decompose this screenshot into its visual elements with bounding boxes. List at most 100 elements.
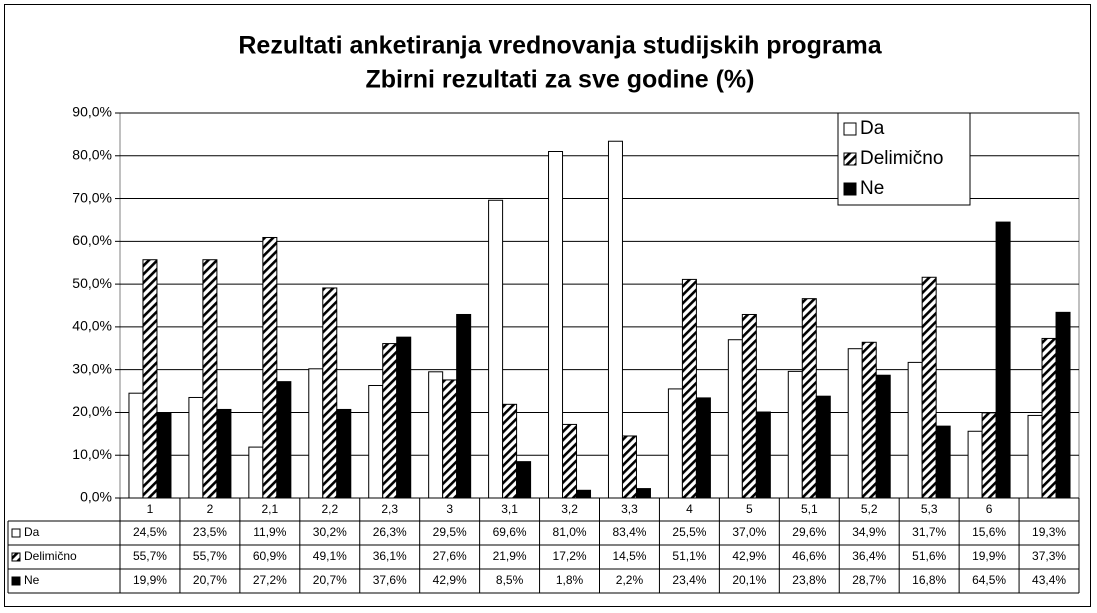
bar: [502, 403, 518, 499]
data-table-value: 51,6%: [912, 549, 946, 563]
data-table-value: 37,6%: [373, 573, 407, 587]
x-tick-label: 3,2: [561, 502, 578, 516]
bar: [787, 370, 803, 499]
data-table-value: 64,5%: [972, 573, 1006, 587]
bar: [755, 411, 771, 499]
bar: [276, 381, 292, 499]
table-row-label: Da: [24, 525, 40, 539]
data-table-value: 16,8%: [912, 573, 946, 587]
bar: [128, 392, 144, 499]
bar: [262, 236, 278, 499]
data-table-value: 55,7%: [193, 549, 227, 563]
data-table-value: 19,3%: [1032, 525, 1066, 539]
bar: [695, 397, 711, 499]
bar: [681, 278, 697, 499]
data-table-value: 20,7%: [193, 573, 227, 587]
data-table-value: 28,7%: [852, 573, 886, 587]
bar: [1055, 311, 1071, 499]
legend-key: [843, 182, 857, 196]
data-table-value: 14,5%: [612, 549, 646, 563]
y-tick-label: 90,0%: [72, 104, 112, 120]
y-tick-label: 60,0%: [72, 232, 112, 248]
legend-label: Delimično: [860, 148, 943, 169]
bar: [815, 395, 831, 499]
x-tick-label: 3: [446, 502, 453, 516]
data-table-value: 23,4%: [672, 573, 706, 587]
data-table-value: 11,9%: [253, 525, 286, 539]
x-tick-label: 2: [207, 502, 214, 516]
bar: [847, 348, 863, 499]
bar: [368, 384, 384, 499]
data-table-value: 42,9%: [433, 573, 467, 587]
bar: [635, 488, 651, 499]
data-table-value: 55,7%: [133, 549, 167, 563]
data-table-value: 17,2%: [553, 549, 587, 563]
bar: [142, 259, 158, 499]
data-table-value: 27,6%: [433, 549, 467, 563]
data-table-value: 2,2%: [616, 573, 644, 587]
data-table-value: 26,3%: [373, 525, 407, 539]
y-tick-label: 40,0%: [72, 318, 112, 334]
bar: [907, 361, 923, 499]
bar: [967, 430, 983, 499]
data-table-value: 36,1%: [373, 549, 407, 563]
bar: [1041, 337, 1057, 499]
bar: [248, 446, 264, 499]
x-tick-label: 6: [986, 502, 993, 516]
bar: [875, 374, 891, 499]
table-row-label: Delimično: [24, 549, 77, 563]
data-table-value: 30,2%: [313, 525, 347, 539]
data-table-value: 46,6%: [792, 549, 826, 563]
data-table-value: 1,8%: [556, 573, 584, 587]
x-tick-label: 5,2: [861, 502, 878, 516]
x-tick-label: 5,1: [801, 502, 818, 516]
y-tick-label: 20,0%: [72, 403, 112, 419]
bar: [442, 379, 458, 499]
y-tick-label: 70,0%: [72, 189, 112, 205]
bar: [548, 151, 564, 499]
bar: [727, 339, 743, 499]
y-tick-label: 80,0%: [72, 146, 112, 162]
legend-key: [843, 152, 857, 166]
x-tick-label: 5,3: [921, 502, 938, 516]
bar: [1027, 414, 1043, 499]
y-tick-label: 10,0%: [72, 446, 112, 462]
data-table-value: 29,5%: [433, 525, 467, 539]
data-table-value: 43,4%: [1032, 573, 1066, 587]
data-table-value: 20,1%: [732, 573, 766, 587]
bar: [621, 435, 637, 499]
bar: [322, 287, 338, 499]
bar: [336, 408, 352, 499]
data-table-value: 19,9%: [972, 549, 1006, 563]
table-legend-key: [11, 552, 21, 562]
bar: [428, 371, 444, 499]
data-table-value: 27,2%: [253, 573, 287, 587]
table-legend-key: [11, 576, 21, 586]
data-table-value: 60,9%: [253, 549, 287, 563]
data-table-value: 20,7%: [313, 573, 347, 587]
y-tick-label: 30,0%: [72, 360, 112, 376]
chart-subtitle: Zbirni rezultati za sve godine (%): [366, 66, 755, 94]
bar: [576, 489, 592, 499]
data-table-value: 21,9%: [493, 549, 527, 563]
bar: [921, 276, 937, 499]
x-tick-label: 3,3: [621, 502, 638, 516]
bar: [995, 221, 1011, 499]
data-table-value: 24,5%: [133, 525, 167, 539]
bar: [456, 313, 472, 499]
bar: [935, 425, 951, 499]
bar: [607, 140, 623, 499]
x-tick-label: 3,1: [501, 502, 518, 516]
legend-label: Da: [860, 118, 885, 139]
bar: [488, 199, 504, 499]
x-tick-label: 2,3: [381, 502, 398, 516]
data-table-value: 69,6%: [493, 525, 527, 539]
bar: [981, 412, 997, 499]
bar: [861, 341, 877, 499]
data-table-value: 34,9%: [852, 525, 886, 539]
bar: [308, 368, 324, 499]
data-table-value: 81,0%: [553, 525, 587, 539]
legend-key: [843, 122, 857, 136]
data-table-value: 23,5%: [193, 525, 227, 539]
